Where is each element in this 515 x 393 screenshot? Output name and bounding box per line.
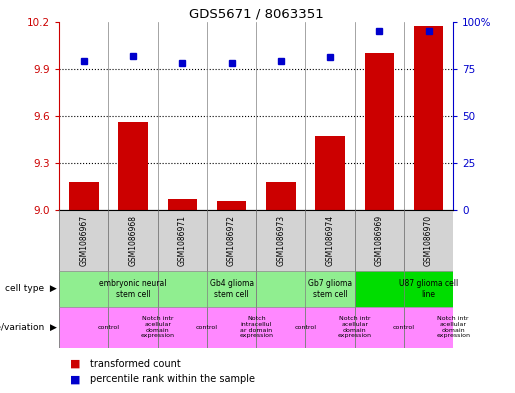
Text: control: control bbox=[97, 325, 119, 330]
Text: GSM1086970: GSM1086970 bbox=[424, 215, 433, 266]
Text: GSM1086968: GSM1086968 bbox=[129, 215, 138, 266]
Bar bbox=[414, 26, 443, 210]
Text: percentile rank within the sample: percentile rank within the sample bbox=[90, 374, 255, 384]
Bar bbox=[365, 53, 394, 210]
Bar bbox=[207, 210, 256, 271]
Text: genotype/variation  ▶: genotype/variation ▶ bbox=[0, 323, 57, 332]
Bar bbox=[305, 210, 355, 271]
Bar bbox=[207, 307, 256, 348]
Bar bbox=[69, 182, 98, 210]
Text: embryonic neural
stem cell: embryonic neural stem cell bbox=[99, 279, 167, 299]
Text: GSM1086971: GSM1086971 bbox=[178, 215, 187, 266]
Text: U87 glioma cell
line: U87 glioma cell line bbox=[399, 279, 458, 299]
Bar bbox=[355, 271, 453, 307]
Bar bbox=[59, 271, 158, 307]
Bar bbox=[118, 122, 148, 210]
Bar bbox=[158, 271, 256, 307]
Bar bbox=[404, 307, 453, 348]
Bar bbox=[167, 199, 197, 210]
Title: GDS5671 / 8063351: GDS5671 / 8063351 bbox=[189, 7, 323, 20]
Bar bbox=[109, 210, 158, 271]
Text: GSM1086967: GSM1086967 bbox=[79, 215, 89, 266]
Bar bbox=[59, 307, 109, 348]
Bar bbox=[256, 210, 305, 271]
Text: GSM1086974: GSM1086974 bbox=[325, 215, 335, 266]
Text: Notch intr
acellular
domain
expression: Notch intr acellular domain expression bbox=[141, 316, 175, 338]
Text: Gb7 glioma
stem cell: Gb7 glioma stem cell bbox=[308, 279, 352, 299]
Bar bbox=[158, 210, 207, 271]
Bar bbox=[404, 210, 453, 271]
Text: GSM1086972: GSM1086972 bbox=[227, 215, 236, 266]
Text: control: control bbox=[295, 325, 316, 330]
Text: control: control bbox=[196, 325, 218, 330]
Text: transformed count: transformed count bbox=[90, 358, 181, 369]
Text: ■: ■ bbox=[70, 374, 80, 384]
Bar bbox=[256, 307, 305, 348]
Bar bbox=[355, 307, 404, 348]
Text: Notch
intracellul
ar domain
expression: Notch intracellul ar domain expression bbox=[239, 316, 273, 338]
Text: GSM1086973: GSM1086973 bbox=[277, 215, 285, 266]
Bar bbox=[266, 182, 296, 210]
Bar bbox=[355, 210, 404, 271]
Bar bbox=[315, 136, 345, 210]
Text: control: control bbox=[393, 325, 415, 330]
Text: cell type  ▶: cell type ▶ bbox=[5, 285, 57, 293]
Bar bbox=[256, 271, 355, 307]
Bar bbox=[305, 307, 355, 348]
Text: Notch intr
acellular
domain
expression: Notch intr acellular domain expression bbox=[338, 316, 372, 338]
Text: GSM1086969: GSM1086969 bbox=[375, 215, 384, 266]
Bar bbox=[217, 201, 246, 210]
Bar bbox=[109, 307, 158, 348]
Text: ■: ■ bbox=[70, 358, 80, 369]
Bar bbox=[59, 210, 109, 271]
Text: Notch intr
acellular
domain
expression: Notch intr acellular domain expression bbox=[436, 316, 470, 338]
Bar bbox=[158, 307, 207, 348]
Text: Gb4 glioma
stem cell: Gb4 glioma stem cell bbox=[210, 279, 254, 299]
